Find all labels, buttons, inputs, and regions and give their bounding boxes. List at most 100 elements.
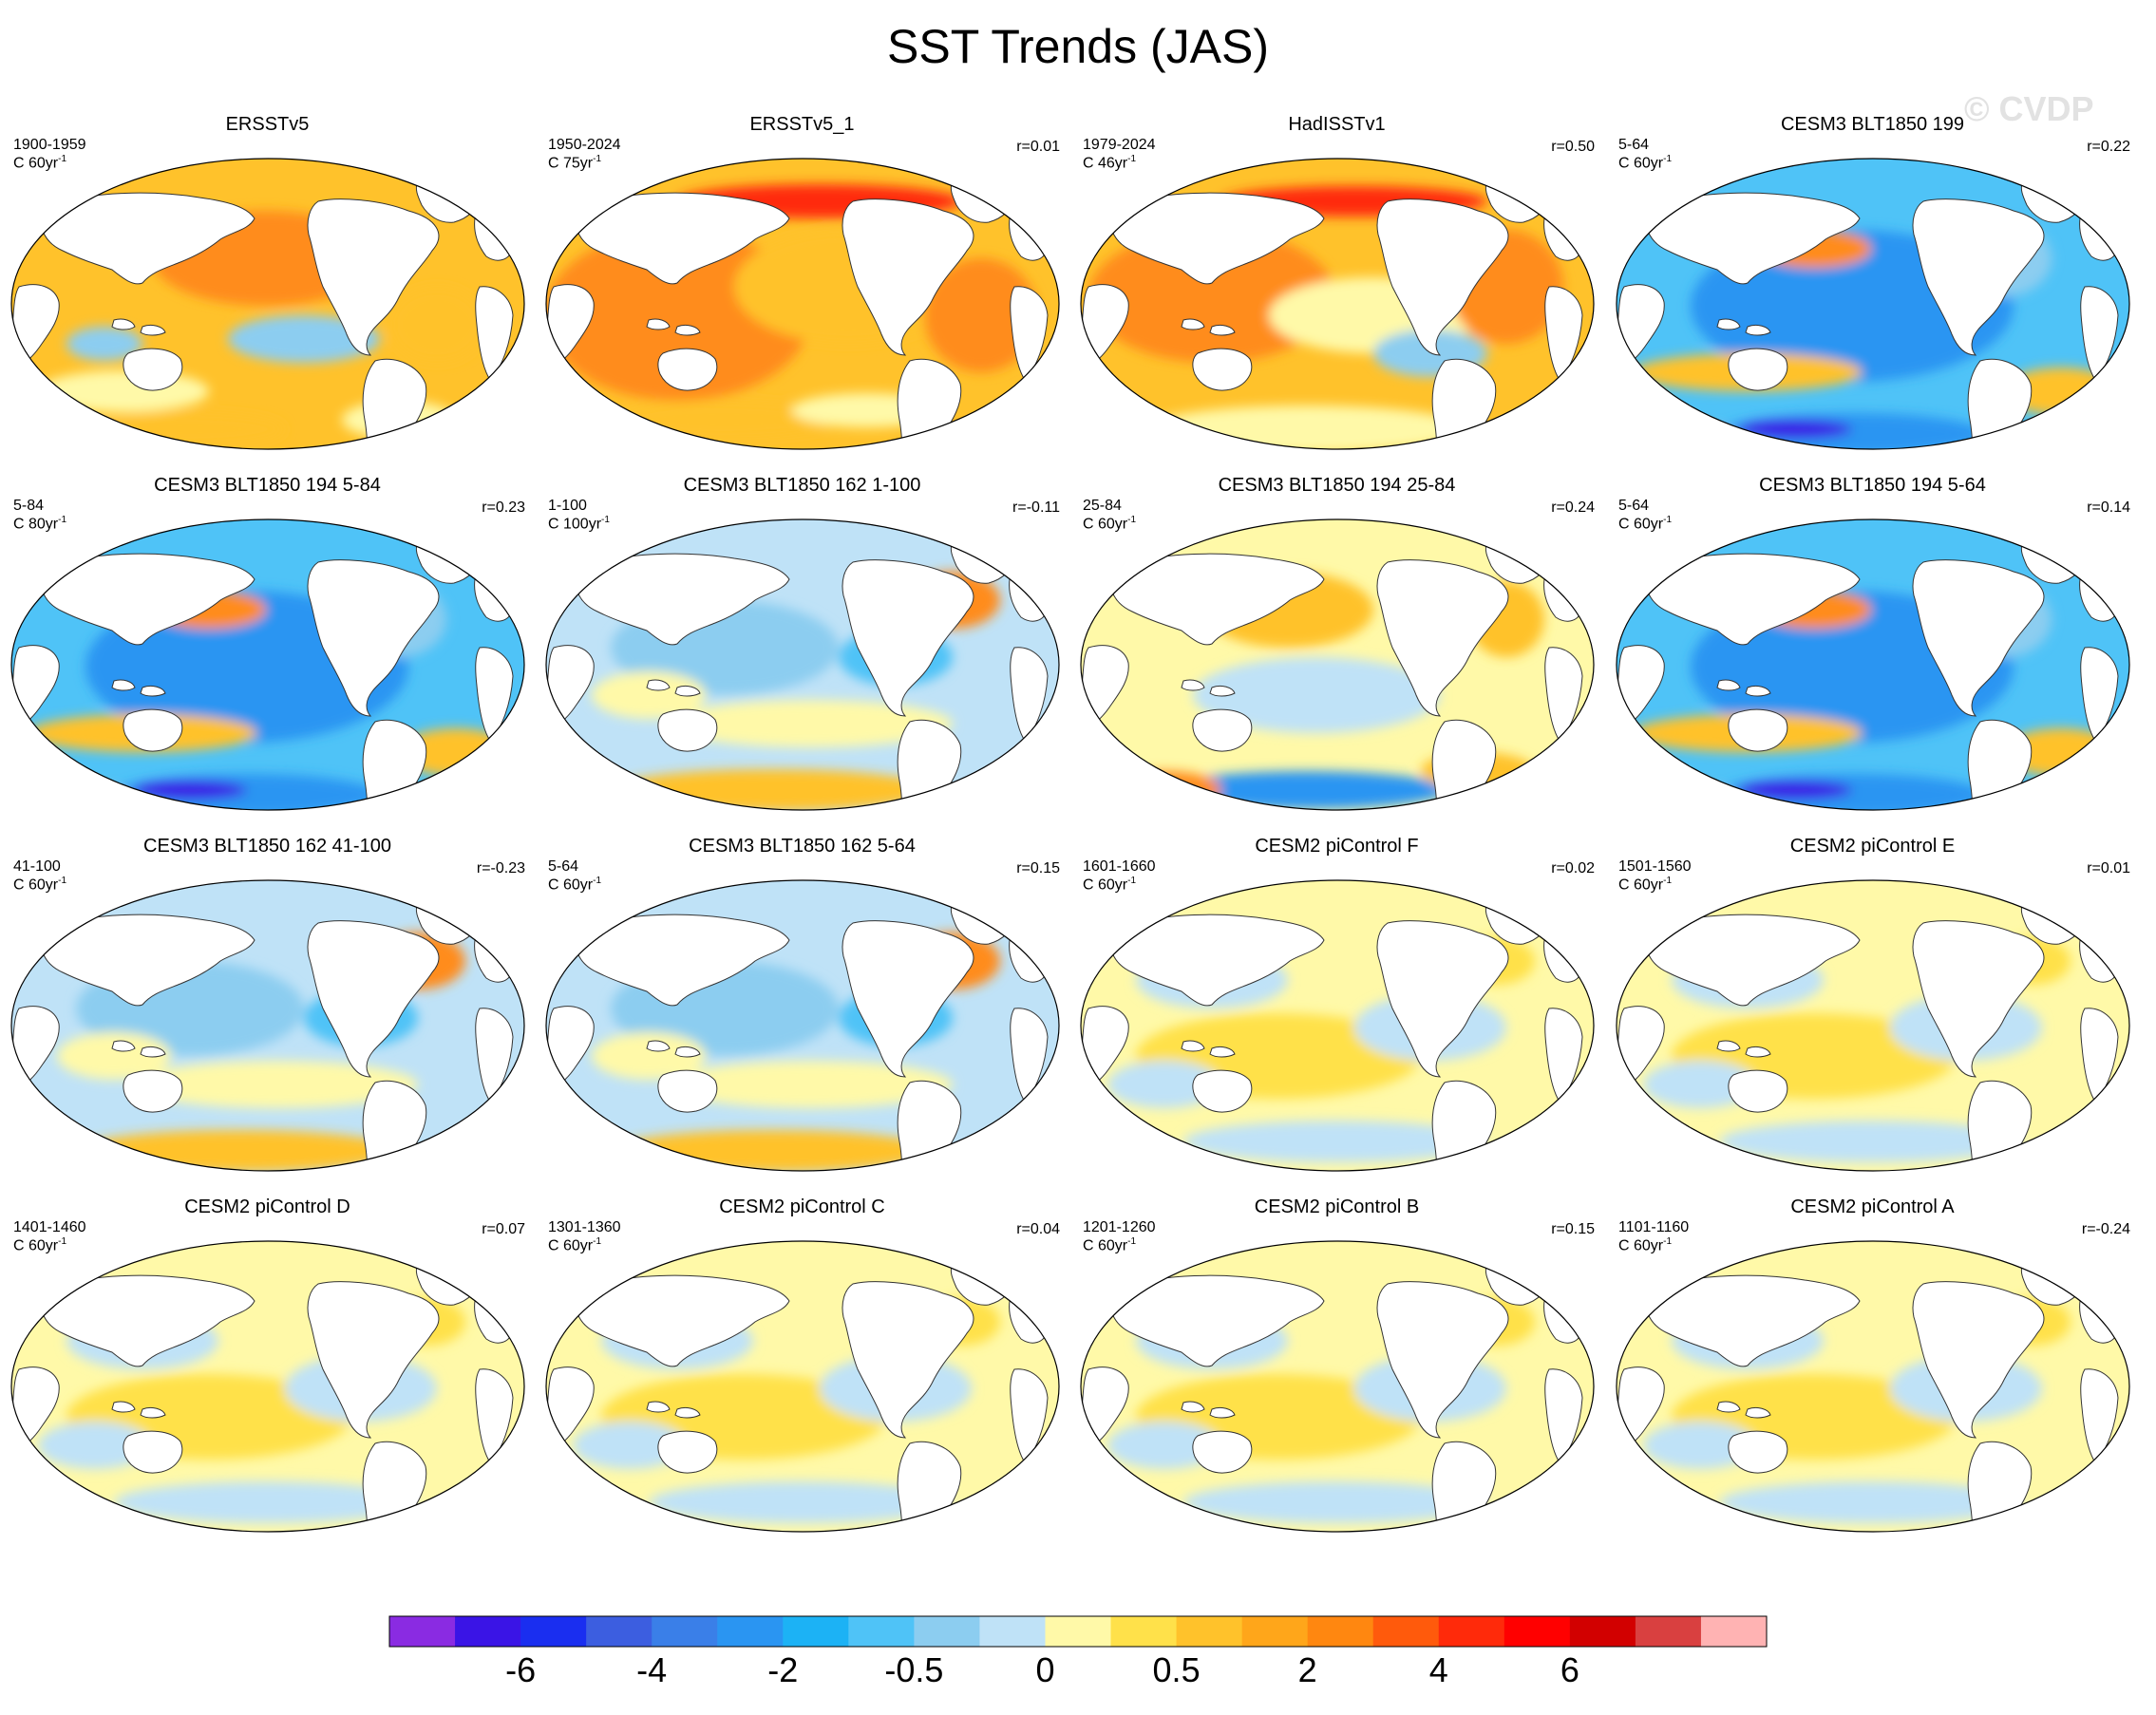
panel-correlation: r=-0.11: [1012, 499, 1060, 516]
colorbar-swatch: [520, 1616, 587, 1647]
trend-region: [1107, 771, 1221, 809]
land-mass: [1181, 1040, 1205, 1052]
panel-period: 5-84: [13, 498, 45, 514]
trend-region: [668, 1061, 953, 1108]
land-mass: [842, 198, 974, 356]
colorbar-tick-label: 6: [1560, 1650, 1579, 1689]
map-panel: ERSSTv5_1 1950-2024 C 75yr-1 r=0.01: [535, 114, 1069, 456]
panel-correlation: r=0.22: [2087, 139, 2130, 155]
land-mass: [123, 348, 183, 391]
land-mass: [1912, 920, 2045, 1078]
panel-title: CESM2 piControl B: [1254, 1197, 1420, 1217]
panel-correlation: r=0.24: [1551, 499, 1595, 516]
panel-scale: C 80yr-1: [13, 515, 67, 533]
land-mass: [362, 1441, 427, 1532]
sst-map: [1616, 1240, 2130, 1533]
land-mass: [646, 318, 671, 330]
panel-title: CESM3 BLT1850 162 41-100: [143, 836, 391, 857]
land-mass: [1967, 1080, 2033, 1171]
land-mass: [1209, 685, 1236, 697]
land-mass: [646, 1401, 671, 1413]
trend-region: [611, 769, 934, 810]
land-mass: [140, 1046, 166, 1058]
land-mass: [576, 1274, 790, 1367]
land-mass: [1110, 553, 1325, 646]
land-mass: [123, 1069, 183, 1113]
land-mass: [1716, 679, 1741, 691]
colorbar-tick-label: 4: [1428, 1650, 1448, 1689]
land-mass: [1617, 645, 1665, 726]
land-mass: [1912, 559, 2045, 717]
colorbar-tick-label: 0: [1035, 1650, 1055, 1689]
land-mass: [41, 914, 255, 1007]
land-mass: [1967, 719, 2033, 810]
figure-title: SST Trends (JAS): [887, 20, 1269, 73]
panel-correlation: r=0.07: [482, 1221, 525, 1237]
trend-region: [668, 700, 953, 747]
panel-scale: C 60yr-1: [13, 876, 67, 894]
colorbar-swatch: [1504, 1616, 1571, 1647]
land-mass: [1192, 708, 1253, 752]
panel-correlation: r=0.02: [1551, 860, 1595, 876]
trend-region: [66, 327, 142, 361]
sst-map: [1080, 518, 1595, 811]
colorbar-swatch: [979, 1616, 1046, 1647]
land-mass: [897, 1080, 962, 1171]
land-mass: [11, 284, 60, 366]
land-mass: [307, 198, 440, 356]
panel-correlation: r=0.23: [482, 499, 525, 516]
land-mass: [674, 324, 701, 336]
land-mass: [362, 1080, 427, 1171]
land-mass: [1376, 1281, 1509, 1439]
sst-map: [545, 158, 1060, 450]
map-border: [1616, 879, 2130, 1172]
land-mass: [1912, 198, 2045, 356]
land-mass: [657, 348, 718, 391]
map-panel: CESM2 piControl C 1301-1360 C 60yr-1 r=0.04: [535, 1197, 1069, 1538]
land-mass: [897, 1441, 962, 1532]
land-mass: [307, 920, 440, 1078]
map-panel: HadISSTv1 1979-2024 C 46yr-1 r=0.50: [1069, 114, 1604, 456]
colorbar-swatch: [1241, 1616, 1309, 1647]
trend-region: [38, 1422, 152, 1469]
map-panel: CESM3 BLT1850 162 1-100 1-100 C 100yr-1 r=-…: [535, 475, 1069, 817]
land-mass: [1376, 920, 1509, 1078]
map-border: [1616, 1240, 2130, 1533]
land-mass: [897, 719, 962, 810]
map-border: [10, 518, 525, 811]
sst-map: [1616, 879, 2130, 1172]
map-border: [1080, 1240, 1595, 1533]
land-mass: [1431, 1080, 1497, 1171]
panel-title: CESM2 piControl E: [1789, 836, 1956, 857]
map-border: [1080, 158, 1595, 450]
panel-title: CESM3 BLT1850 199: [1780, 114, 1965, 135]
map-panel: ERSSTv5 1900-1959 C 60yr-1: [0, 114, 535, 456]
land-mass: [546, 645, 595, 726]
panel-title: HadISSTv1: [1288, 114, 1386, 135]
panel-title: CESM2 piControl D: [184, 1197, 350, 1217]
map-panel: CESM3 BLT1850 162 41-100 41-100 C 60yr-1 r=…: [0, 836, 535, 1178]
land-mass: [1745, 1046, 1771, 1058]
land-mass: [1431, 1441, 1497, 1532]
map-panel: CESM2 piControl D 1401-1460 C 60yr-1 r=0.07: [0, 1197, 535, 1538]
trend-region: [1643, 424, 1738, 449]
land-mass: [1716, 1040, 1741, 1052]
map-border: [10, 158, 525, 450]
land-mass: [307, 559, 440, 717]
map-border: [1616, 158, 2130, 450]
colorbar-outline: [388, 1615, 1768, 1648]
land-mass: [1745, 324, 1771, 336]
trend-region: [592, 671, 706, 719]
colorbar-tick-label: -0.5: [884, 1650, 944, 1689]
panel-correlation: r=0.50: [1551, 139, 1595, 155]
land-mass: [1716, 1401, 1741, 1413]
trend-region: [1643, 1422, 1757, 1469]
sst-map: [545, 518, 1060, 811]
land-mass: [1376, 559, 1509, 717]
panel-correlation: r=0.01: [2087, 860, 2130, 876]
land-mass: [362, 719, 427, 810]
land-mass: [1646, 192, 1861, 285]
map-panel: CESM2 piControl E 1501-1560 C 60yr-1 r=0.01: [1605, 836, 2140, 1178]
land-mass: [1181, 318, 1205, 330]
panel-title: CESM3 BLT1850 194 5-84: [154, 475, 381, 496]
